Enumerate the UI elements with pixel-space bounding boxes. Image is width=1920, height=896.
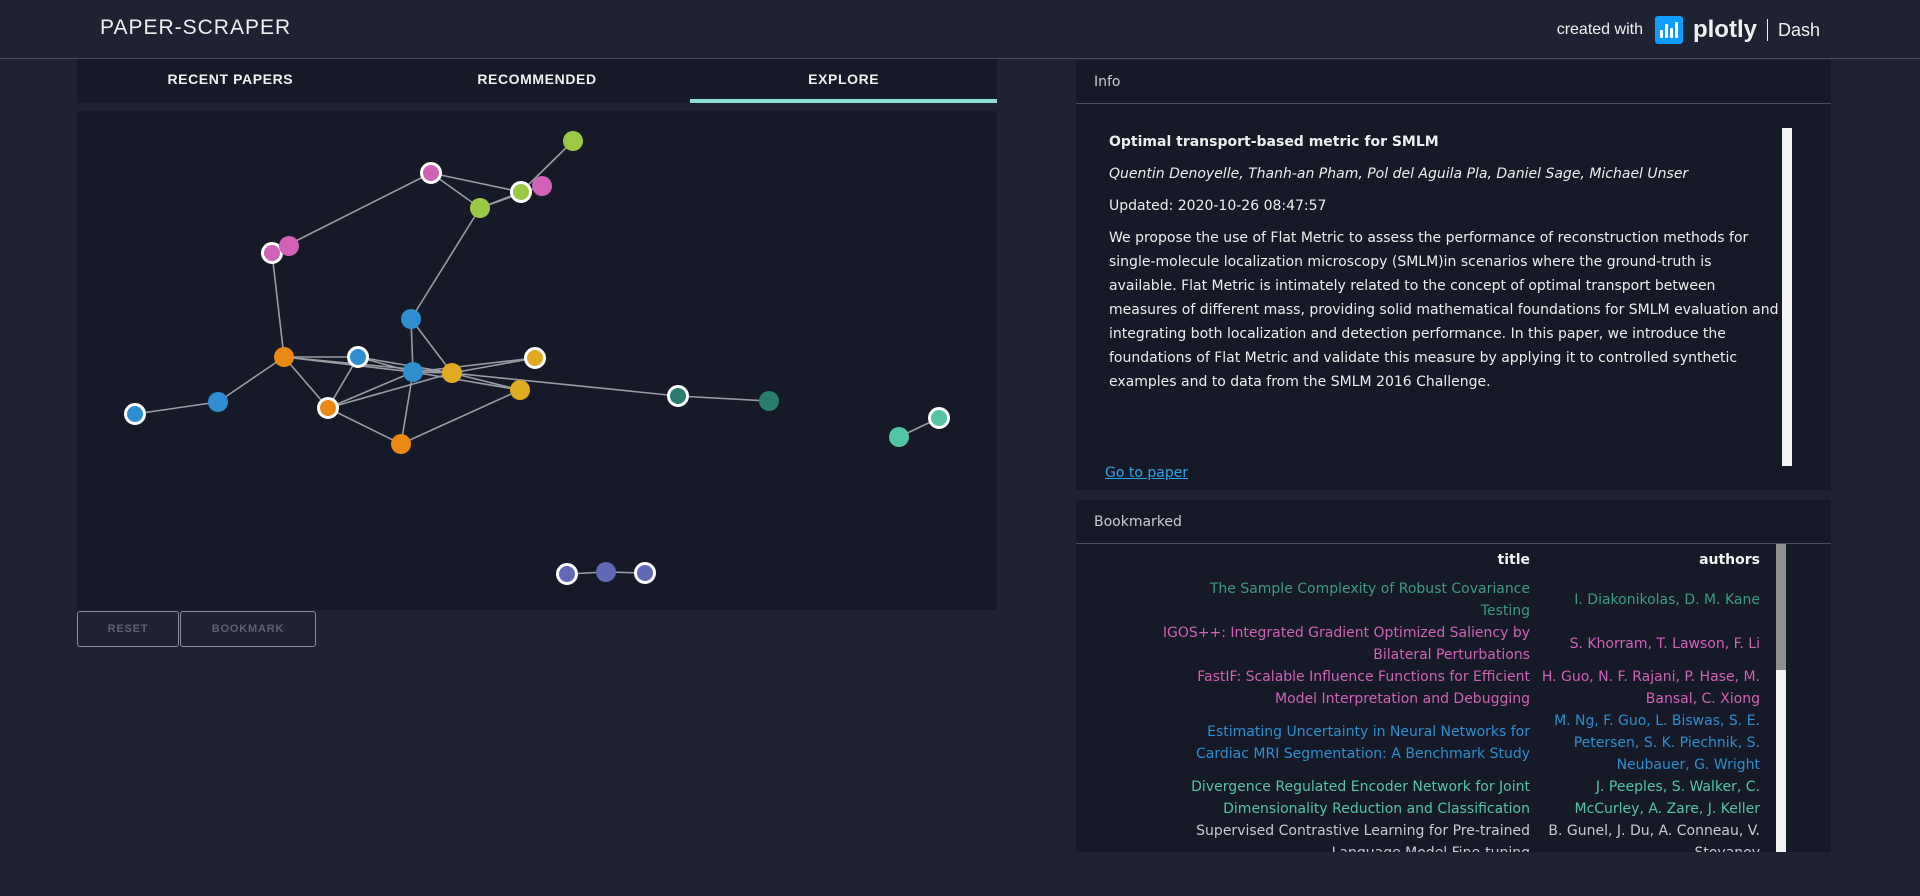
- graph-edge: [677, 395, 770, 402]
- bookmarked-panel-header: Bookmarked: [1076, 500, 1831, 544]
- graph-edge: [327, 371, 414, 409]
- table-row[interactable]: Divergence Regulated Encoder Network for…: [1106, 776, 1760, 820]
- created-with-badge[interactable]: created with plotly Dash: [1557, 16, 1820, 44]
- graph-node[interactable]: [261, 242, 283, 264]
- graph-edge: [271, 172, 432, 254]
- tab-recent-papers[interactable]: RECENT PAPERS: [167, 71, 294, 87]
- bookmarked-scrollbar-thumb[interactable]: [1776, 544, 1786, 670]
- row-title[interactable]: FastIF: Scalable Influence Functions for…: [1197, 669, 1530, 707]
- row-authors[interactable]: M. Ng, F. Guo, L. Biswas, S. E. Petersen…: [1554, 713, 1760, 773]
- graph-node[interactable]: [279, 236, 299, 256]
- graph-node[interactable]: [401, 309, 421, 329]
- bookmarked-panel: Bookmarked title authors The Sample Comp…: [1076, 500, 1831, 852]
- graph-edge: [357, 356, 453, 374]
- app-title: PAPER-SCRAPER: [100, 16, 292, 39]
- row-title[interactable]: Supervised Contrastive Learning for Pre-…: [1196, 823, 1530, 852]
- row-authors[interactable]: I. Diakonikolas, D. M. Kane: [1574, 592, 1760, 608]
- graph-edge: [410, 318, 453, 374]
- graph-edge: [134, 401, 219, 415]
- graph-node[interactable]: [442, 363, 462, 383]
- graph-edge: [400, 371, 414, 445]
- row-authors[interactable]: S. Khorram, T. Lawson, F. Li: [1569, 636, 1760, 652]
- bookmark-button[interactable]: BOOKMARK: [180, 611, 316, 647]
- bookmarked-scrollbar-track[interactable]: [1776, 544, 1786, 852]
- graph-node[interactable]: [928, 407, 950, 429]
- paper-authors: Quentin Denoyelle, Thanh-an Pham, Pol de…: [1109, 166, 1689, 182]
- graph-node[interactable]: [556, 563, 578, 585]
- graph-node[interactable]: [274, 347, 294, 367]
- graph-edge: [327, 407, 402, 445]
- graph-edge: [412, 371, 521, 391]
- row-authors[interactable]: J. Peeples, S. Walker, C. McCurley, A. Z…: [1574, 779, 1760, 817]
- graph-edge: [451, 372, 679, 397]
- column-header-authors[interactable]: authors: [1699, 552, 1760, 568]
- reset-button[interactable]: RESET: [77, 611, 179, 647]
- row-title[interactable]: Divergence Regulated Encoder Network for…: [1191, 779, 1530, 817]
- graph-edge: [217, 356, 285, 403]
- graph-node[interactable]: [403, 362, 423, 382]
- network-graph-canvas[interactable]: [77, 111, 997, 610]
- tab-explore[interactable]: EXPLORE: [690, 59, 998, 103]
- table-row[interactable]: Supervised Contrastive Learning for Pre-…: [1106, 820, 1760, 852]
- graph-node[interactable]: [391, 434, 411, 454]
- graph-edge: [271, 252, 285, 358]
- graph-edge: [430, 172, 522, 193]
- logo-divider: [1766, 19, 1768, 41]
- row-title[interactable]: The Sample Complexity of Robust Covarian…: [1209, 581, 1530, 619]
- bookmarked-table: title authors The Sample Complexity of R…: [1106, 544, 1760, 852]
- graph-node[interactable]: [470, 198, 490, 218]
- table-row[interactable]: The Sample Complexity of Robust Covarian…: [1106, 578, 1760, 622]
- graph-edge: [451, 357, 536, 374]
- created-with-text: created with: [1556, 21, 1643, 38]
- paper-title: Optimal transport-based metric for SMLM: [1109, 134, 1439, 150]
- graph-node[interactable]: [596, 562, 616, 582]
- row-title[interactable]: Estimating Uncertainty in Neural Network…: [1196, 724, 1530, 762]
- table-row[interactable]: FastIF: Scalable Influence Functions for…: [1106, 666, 1760, 710]
- row-authors[interactable]: B. Gunel, J. Du, A. Conneau, V. Stoyanov: [1548, 823, 1760, 852]
- column-header-title[interactable]: title: [1497, 552, 1530, 568]
- info-panel-header: Info: [1076, 60, 1831, 104]
- graph-edge: [283, 356, 329, 409]
- graph-node[interactable]: [510, 380, 530, 400]
- app-header: PAPER-SCRAPER created with plotly Dash: [0, 0, 1920, 59]
- row-authors[interactable]: H. Guo, N. F. Rajani, P. Hase, M. Bansal…: [1541, 669, 1760, 707]
- graph-edge: [410, 207, 481, 320]
- info-panel: Info Optimal transport-based metric for …: [1076, 60, 1831, 490]
- graph-edge: [400, 389, 521, 445]
- plotly-logo-icon: [1654, 16, 1683, 44]
- table-row[interactable]: Estimating Uncertainty in Neural Network…: [1106, 710, 1760, 776]
- graph-node[interactable]: [563, 131, 583, 151]
- info-scrollbar[interactable]: [1782, 128, 1792, 466]
- paper-updated: Updated: 2020-10-26 08:47:57: [1109, 198, 1327, 214]
- paper-network-graph[interactable]: [77, 111, 997, 610]
- graph-node[interactable]: [532, 176, 552, 196]
- table-header: title authors: [1106, 544, 1760, 578]
- graph-node[interactable]: [889, 427, 909, 447]
- graph-edge: [327, 372, 453, 409]
- plotly-wordmark: plotly: [1692, 16, 1757, 43]
- graph-node[interactable]: [347, 346, 369, 368]
- graph-edge: [412, 357, 536, 373]
- paper-details: Optimal transport-based metric for SMLM …: [1109, 130, 1779, 394]
- view-tabs: RECENT PAPERS RECOMMENDED EXPLORE: [77, 59, 998, 103]
- graph-node[interactable]: [420, 162, 442, 184]
- graph-node[interactable]: [208, 392, 228, 412]
- graph-node[interactable]: [317, 397, 339, 419]
- go-to-paper-link[interactable]: Go to paper: [1105, 465, 1189, 481]
- graph-node[interactable]: [510, 181, 532, 203]
- dash-wordmark: Dash: [1777, 19, 1820, 40]
- graph-node[interactable]: [524, 347, 546, 369]
- row-title[interactable]: IGOS++: Integrated Gradient Optimized Sa…: [1162, 625, 1530, 663]
- graph-node[interactable]: [759, 391, 779, 411]
- graph-node[interactable]: [124, 403, 146, 425]
- graph-node[interactable]: [634, 562, 656, 584]
- graph-edge: [520, 140, 574, 193]
- paper-abstract: We propose the use of Flat Metric to ass…: [1109, 230, 1779, 390]
- graph-edge: [451, 372, 521, 391]
- tab-recommended[interactable]: RECOMMENDED: [477, 71, 597, 87]
- graph-node[interactable]: [667, 385, 689, 407]
- table-row[interactable]: IGOS++: Integrated Gradient Optimized Sa…: [1106, 622, 1760, 666]
